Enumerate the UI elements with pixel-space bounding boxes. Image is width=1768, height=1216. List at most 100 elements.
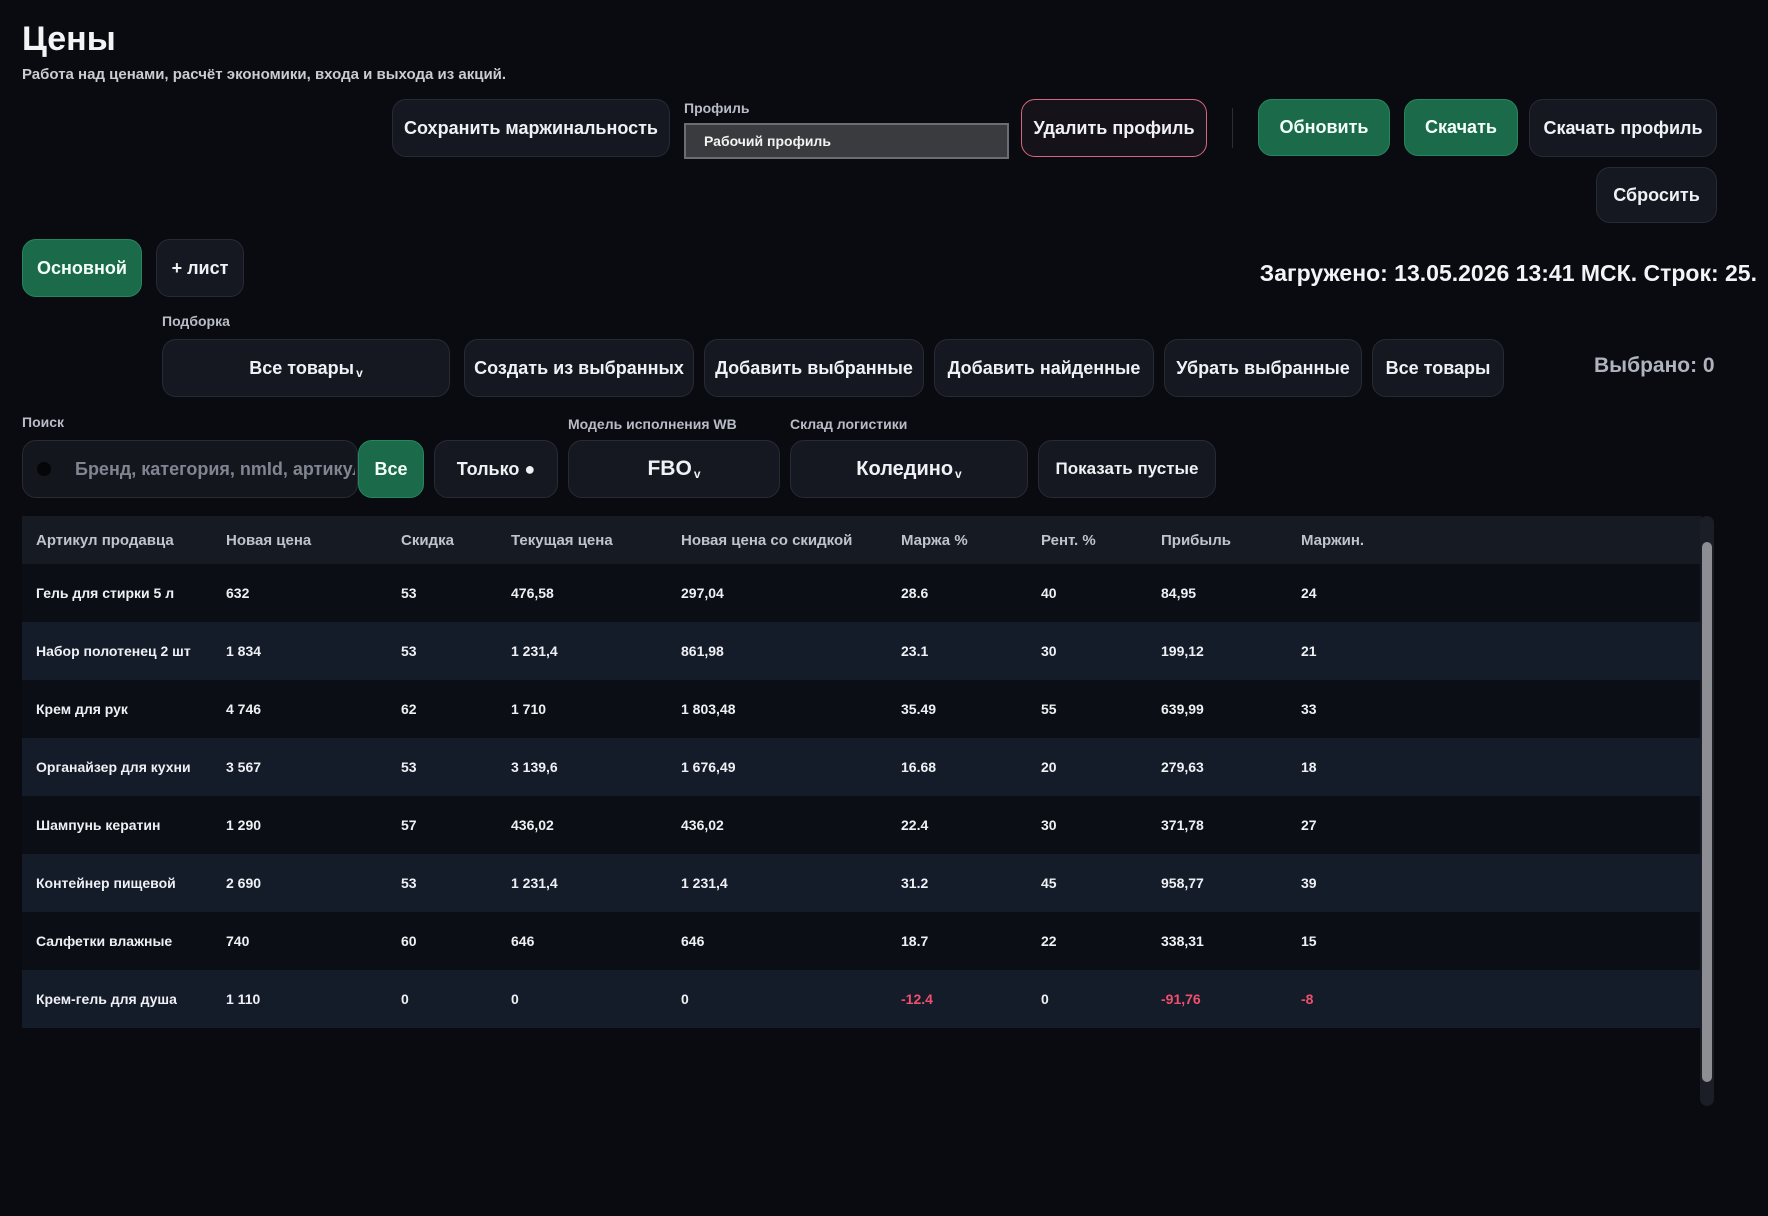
table-cell: 60 bbox=[401, 933, 417, 949]
column-header[interactable]: Рент. % bbox=[1041, 531, 1096, 549]
add-selected-button[interactable]: Добавить выбранные bbox=[704, 339, 924, 397]
chevron-down-icon: v bbox=[693, 467, 701, 481]
table-cell: 18 bbox=[1301, 759, 1317, 775]
page-title: Цены bbox=[22, 20, 116, 58]
search-icon bbox=[37, 462, 51, 476]
table-row[interactable]: Салфетки влажные 740 60 646 646 18.7 22 338,31 1… bbox=[22, 912, 1702, 970]
table-cell: 279,63 bbox=[1161, 759, 1204, 775]
reset-button[interactable]: Сбросить bbox=[1596, 167, 1717, 223]
add-found-button[interactable]: Добавить найденные bbox=[934, 339, 1154, 397]
create-from-selected-button[interactable]: Создать из выбранных bbox=[464, 339, 694, 397]
table-cell: 199,12 bbox=[1161, 643, 1204, 659]
table-cell: 55 bbox=[1041, 701, 1057, 717]
table-cell: 27 bbox=[1301, 817, 1317, 833]
table-row[interactable]: Шампунь кератин 1 290 57 436,02 436,02 22.4 30… bbox=[22, 796, 1702, 854]
table-cell: 1 231,4 bbox=[511, 875, 558, 891]
selection-label: Подборка bbox=[162, 313, 230, 329]
refresh-button[interactable]: Обновить bbox=[1258, 99, 1390, 156]
table-row[interactable]: Гель для стирки 5 л 632 53 476,58 297,04 28.6… bbox=[22, 564, 1702, 622]
selection-dropdown[interactable]: Все товары v bbox=[162, 339, 450, 397]
table-cell: Набор полотенец 2 шт bbox=[36, 643, 191, 659]
filter-only-button[interactable]: Только ● bbox=[434, 440, 558, 498]
table-cell: 53 bbox=[401, 643, 417, 659]
download-button[interactable]: Скачать bbox=[1404, 99, 1518, 156]
table-cell: 0 bbox=[401, 991, 409, 1007]
chevron-down-icon: v bbox=[356, 366, 363, 380]
filter-all-button[interactable]: Все bbox=[358, 440, 424, 498]
profile-select[interactable]: Рабочий профиль bbox=[684, 123, 1009, 159]
table-cell: 639,99 bbox=[1161, 701, 1204, 717]
table-cell: 0 bbox=[511, 991, 519, 1007]
table-cell: 33 bbox=[1301, 701, 1317, 717]
column-header[interactable]: Артикул продавца bbox=[36, 531, 174, 549]
table-cell: Контейнер пищевой bbox=[36, 875, 176, 891]
table-cell: 371,78 bbox=[1161, 817, 1204, 833]
column-header[interactable]: Прибыль bbox=[1161, 531, 1231, 549]
table-cell: Крем для рук bbox=[36, 701, 128, 717]
table-cell: 53 bbox=[401, 585, 417, 601]
table-cell: 632 bbox=[226, 585, 250, 601]
prices-table: Артикул продавца Новая цена Скидка Текущая … bbox=[22, 516, 1702, 1028]
table-cell: 18.7 bbox=[901, 933, 929, 949]
table-cell: 28.6 bbox=[901, 585, 929, 601]
table-cell: -8 bbox=[1301, 991, 1314, 1007]
table-row[interactable]: Крем для рук 4 746 62 1 710 1 803,48 35.49 55 6… bbox=[22, 680, 1702, 738]
table-cell: 22.4 bbox=[901, 817, 929, 833]
table-cell: 20 bbox=[1041, 759, 1057, 775]
table-cell: 23.1 bbox=[901, 643, 929, 659]
add-sheet-button[interactable]: + лист bbox=[156, 239, 244, 297]
column-header[interactable]: Скидка bbox=[401, 531, 454, 549]
table-cell: 297,04 bbox=[681, 585, 724, 601]
table-cell: 1 110 bbox=[226, 991, 261, 1007]
table-cell: 53 bbox=[401, 759, 417, 775]
table-cell: 84,95 bbox=[1161, 585, 1197, 601]
table-row[interactable]: Крем-гель для душа 1 110 0 0 0 -12.4 0 -91,76 -8 bbox=[22, 970, 1702, 1028]
page-subtitle: Работа над ценами, расчёт экономики, вхо… bbox=[22, 66, 507, 83]
model-label: Модель исполнения WB bbox=[568, 416, 737, 432]
table-cell: 958,77 bbox=[1161, 875, 1204, 891]
column-header[interactable]: Маржин. bbox=[1301, 531, 1365, 549]
chevron-down-icon: v bbox=[955, 467, 962, 481]
table-cell: 22 bbox=[1041, 933, 1057, 949]
warehouse-dropdown-value: Коледино bbox=[856, 457, 954, 480]
table-cell: 1 676,49 bbox=[681, 759, 736, 775]
loaded-status: Загружено: 13.05.2026 13:41 МСК. Строк: … bbox=[1259, 260, 1757, 286]
toolbar-divider bbox=[1232, 108, 1233, 148]
delete-profile-button[interactable]: Удалить профиль bbox=[1021, 99, 1207, 157]
table-cell: 45 bbox=[1041, 875, 1057, 891]
table-cell: 476,58 bbox=[511, 585, 554, 601]
model-dropdown[interactable]: FBO v bbox=[568, 440, 780, 498]
table-row[interactable]: Набор полотенец 2 шт 1 834 53 1 231,4 861,98… bbox=[22, 622, 1702, 680]
table-cell: 3 567 bbox=[226, 759, 262, 775]
show-empty-button[interactable]: Показать пустые bbox=[1038, 440, 1216, 498]
download-profile-button[interactable]: Скачать профиль bbox=[1529, 99, 1717, 157]
table-cell: 39 bbox=[1301, 875, 1317, 891]
table-cell: 1 803,48 bbox=[681, 701, 736, 717]
all-products-button[interactable]: Все товары bbox=[1372, 339, 1504, 397]
column-header[interactable]: Новая цена bbox=[226, 531, 312, 549]
sheet-tab-main[interactable]: Основной bbox=[22, 239, 142, 297]
table-row[interactable]: Контейнер пищевой 2 690 53 1 231,4 1 231,4 31… bbox=[22, 854, 1702, 912]
table-scrollbar-thumb[interactable] bbox=[1702, 542, 1712, 1082]
table-cell: 740 bbox=[226, 933, 250, 949]
table-cell: 436,02 bbox=[681, 817, 724, 833]
table-cell: 1 231,4 bbox=[511, 643, 558, 659]
remove-selected-button[interactable]: Убрать выбранные bbox=[1164, 339, 1362, 397]
column-header[interactable]: Новая цена со скидкой bbox=[681, 531, 853, 549]
table-body: Гель для стирки 5 л 632 53 476,58 297,04 28.6… bbox=[22, 564, 1702, 1028]
table-cell: 4 746 bbox=[226, 701, 262, 717]
save-margin-button[interactable]: Сохранить маржинальность bbox=[392, 99, 670, 157]
table-row[interactable]: Органайзер для кухни 3 567 53 3 139,6 1 676,… bbox=[22, 738, 1702, 796]
table-cell: 436,02 bbox=[511, 817, 554, 833]
table-cell: 1 231,4 bbox=[681, 875, 728, 891]
table-cell: 57 bbox=[401, 817, 417, 833]
table-cell: 646 bbox=[681, 933, 705, 949]
selected-count: Выбрано: 0 bbox=[1594, 354, 1715, 377]
search-input[interactable] bbox=[73, 457, 357, 481]
column-header[interactable]: Маржа % bbox=[901, 531, 968, 549]
warehouse-dropdown[interactable]: Коледино v bbox=[790, 440, 1028, 498]
search-box bbox=[22, 440, 358, 498]
table-cell: 2 690 bbox=[226, 875, 262, 891]
model-dropdown-value: FBO bbox=[647, 457, 692, 480]
column-header[interactable]: Текущая цена bbox=[511, 531, 613, 549]
